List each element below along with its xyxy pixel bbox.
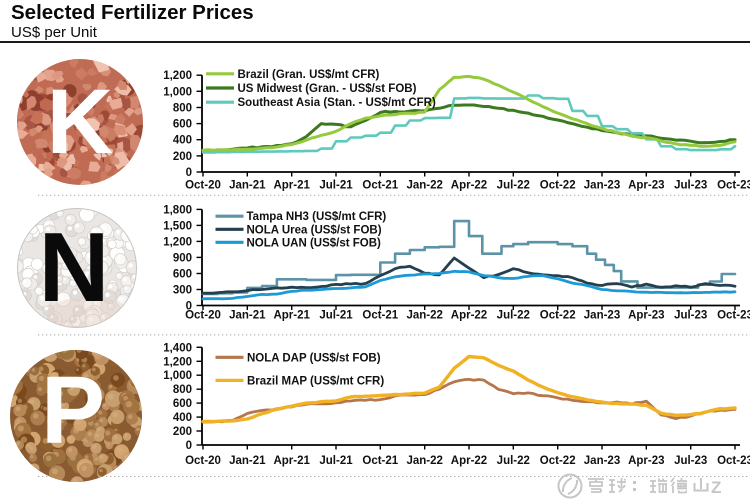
svg-text:Jul-22: Jul-22: [497, 455, 530, 467]
svg-text:Oct-23: Oct-23: [717, 180, 750, 192]
svg-text:1,500: 1,500: [163, 220, 192, 232]
svg-text:US Midwest (Gran. - US$/st FOB: US Midwest (Gran. - US$/st FOB): [238, 83, 417, 95]
svg-text:Jul-23: Jul-23: [674, 455, 707, 467]
svg-text:Southeast Asia (Stan. - US$/mt: Southeast Asia (Stan. - US$/mt CFR): [238, 97, 436, 109]
svg-text:Apr-22: Apr-22: [451, 310, 487, 322]
svg-text:Jul-21: Jul-21: [319, 180, 353, 192]
svg-text:1,800: 1,800: [163, 204, 192, 216]
svg-text:Jul-22: Jul-22: [497, 180, 530, 192]
svg-text:Jul-21: Jul-21: [319, 310, 353, 322]
svg-text:Jul-21: Jul-21: [319, 455, 353, 467]
svg-text:800: 800: [173, 103, 192, 115]
svg-text:600: 600: [173, 119, 192, 131]
svg-text:900: 900: [173, 252, 192, 264]
svg-text:Jan-23: Jan-23: [584, 310, 620, 322]
svg-text:Apr-22: Apr-22: [451, 180, 487, 192]
svg-text:1,200: 1,200: [163, 236, 192, 248]
svg-text:Apr-23: Apr-23: [628, 310, 664, 322]
svg-text:200: 200: [173, 426, 192, 438]
svg-text:K: K: [47, 71, 113, 173]
svg-text:NOLA UAN (US$/st FOB): NOLA UAN (US$/st FOB): [247, 237, 382, 249]
svg-text:Z: Z: [711, 478, 721, 497]
svg-text:Jan-21: Jan-21: [229, 310, 266, 322]
svg-text:Jan-22: Jan-22: [406, 180, 442, 192]
svg-text:400: 400: [173, 135, 192, 147]
svg-text:1,000: 1,000: [163, 86, 192, 98]
svg-text:Jul-22: Jul-22: [497, 310, 530, 322]
svg-text:200: 200: [173, 151, 192, 163]
svg-text:Oct-21: Oct-21: [362, 180, 398, 192]
svg-text:Oct-23: Oct-23: [717, 455, 750, 467]
svg-text:Oct-20: Oct-20: [185, 455, 221, 467]
svg-text:300: 300: [173, 285, 192, 297]
svg-text:Jul-23: Jul-23: [674, 310, 707, 322]
svg-text:Brazil MAP (US$/mt CFR): Brazil MAP (US$/mt CFR): [247, 375, 384, 387]
svg-text:Jul-23: Jul-23: [674, 180, 707, 192]
svg-text:600: 600: [173, 269, 192, 281]
svg-text:NOLA DAP (US$/st FOB): NOLA DAP (US$/st FOB): [247, 352, 381, 364]
svg-text:Apr-23: Apr-23: [628, 455, 664, 467]
svg-text:Tampa NH3 (US$/mt CFR): Tampa NH3 (US$/mt CFR): [247, 211, 387, 223]
svg-text:Apr-21: Apr-21: [273, 310, 310, 322]
svg-text:Jan-23: Jan-23: [584, 455, 620, 467]
svg-text:600: 600: [173, 398, 192, 410]
svg-text:0: 0: [186, 440, 192, 452]
svg-text:Oct-21: Oct-21: [362, 310, 398, 322]
svg-text:Brazil (Gran. US$/mt CFR): Brazil (Gran. US$/mt CFR): [238, 69, 380, 81]
svg-text:Oct-20: Oct-20: [185, 310, 221, 322]
svg-text:0: 0: [186, 167, 192, 179]
svg-text:0: 0: [186, 301, 192, 313]
svg-text:Apr-22: Apr-22: [451, 455, 487, 467]
svg-text:Apr-21: Apr-21: [273, 455, 310, 467]
svg-text:1,400: 1,400: [163, 342, 192, 354]
svg-text:Jan-21: Jan-21: [229, 180, 266, 192]
svg-text:Jan-21: Jan-21: [229, 455, 266, 467]
svg-text:Oct-22: Oct-22: [540, 310, 576, 322]
svg-text:Jan-23: Jan-23: [584, 180, 620, 192]
svg-text:P: P: [41, 357, 105, 464]
svg-text:Oct-22: Oct-22: [540, 455, 576, 467]
svg-text:Jan-22: Jan-22: [406, 455, 442, 467]
svg-text:Oct-20: Oct-20: [185, 180, 221, 192]
svg-text:Apr-23: Apr-23: [628, 180, 664, 192]
svg-text:1,200: 1,200: [163, 70, 192, 82]
svg-text:800: 800: [173, 384, 192, 396]
svg-text:1,200: 1,200: [163, 356, 192, 368]
svg-text:N: N: [39, 212, 110, 322]
svg-text:Jan-22: Jan-22: [406, 310, 442, 322]
svg-text:Oct-21: Oct-21: [362, 455, 398, 467]
svg-text:NOLA Urea (US$/st FOB): NOLA Urea (US$/st FOB): [247, 224, 382, 236]
svg-text:Oct-23: Oct-23: [717, 310, 750, 322]
svg-text:Apr-21: Apr-21: [273, 180, 310, 192]
svg-text:Oct-22: Oct-22: [540, 180, 576, 192]
svg-text:1,000: 1,000: [163, 370, 192, 382]
svg-text:400: 400: [173, 412, 192, 424]
